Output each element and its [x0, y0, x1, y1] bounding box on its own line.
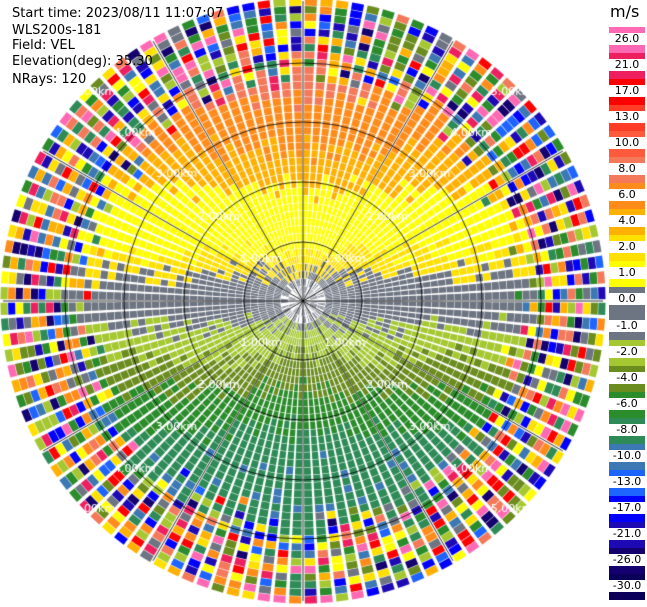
colorbar-tick-label: 17.0 [609, 85, 645, 98]
velocity-colorbar: 26.0 21.0 17.0 13.0 10.0 8.0 6.0 4.0 2.0 1.0 0.0 -1… [609, 27, 645, 601]
colorbar-tick-label: -8.0 [609, 423, 645, 436]
colorbar-tick-label: 8.0 [609, 163, 645, 176]
colorbar-tick-label: 13.0 [609, 111, 645, 124]
instrument-label: WLS200s-181 [12, 23, 102, 38]
colorbar-unit: m/s [610, 2, 640, 21]
colorbar-tick-label: -21.0 [609, 527, 645, 540]
colorbar-tick-label: -17.0 [609, 501, 645, 514]
colorbar-tick-label: 6.0 [609, 189, 645, 202]
colorbar-tick-label: 26.0 [609, 33, 645, 45]
colorbar-tick-label: -26.0 [609, 553, 645, 566]
elevation-label: Elevation(deg): 35.30 [12, 54, 153, 69]
field-label: Field: VEL [12, 38, 75, 53]
colorbar-tick-label: 21.0 [609, 59, 645, 72]
colorbar-tick-label: -2.0 [609, 345, 645, 358]
colorbar-tick-label: -1.0 [609, 319, 645, 332]
start-time-label: Start time: 2023/08/11 11:07:07 [12, 6, 224, 21]
colorbar-tick-label: -4.0 [609, 371, 645, 384]
colorbar-tick-label: 0.0 [609, 293, 645, 306]
colorbar-tick-label: -6.0 [609, 397, 645, 410]
colorbar-tick-label: 1.0 [609, 267, 645, 280]
colorbar-tick-label: -13.0 [609, 475, 645, 488]
colorbar-tick-label: -10.0 [609, 449, 645, 462]
colorbar-tick-label: -30.0 [609, 579, 645, 592]
colorbar-tick-label: 4.0 [609, 215, 645, 228]
colorbar-tick-label: 10.0 [609, 137, 645, 150]
nrays-label: NRays: 120 [12, 72, 87, 87]
colorbar-tick-label: 2.0 [609, 241, 645, 254]
